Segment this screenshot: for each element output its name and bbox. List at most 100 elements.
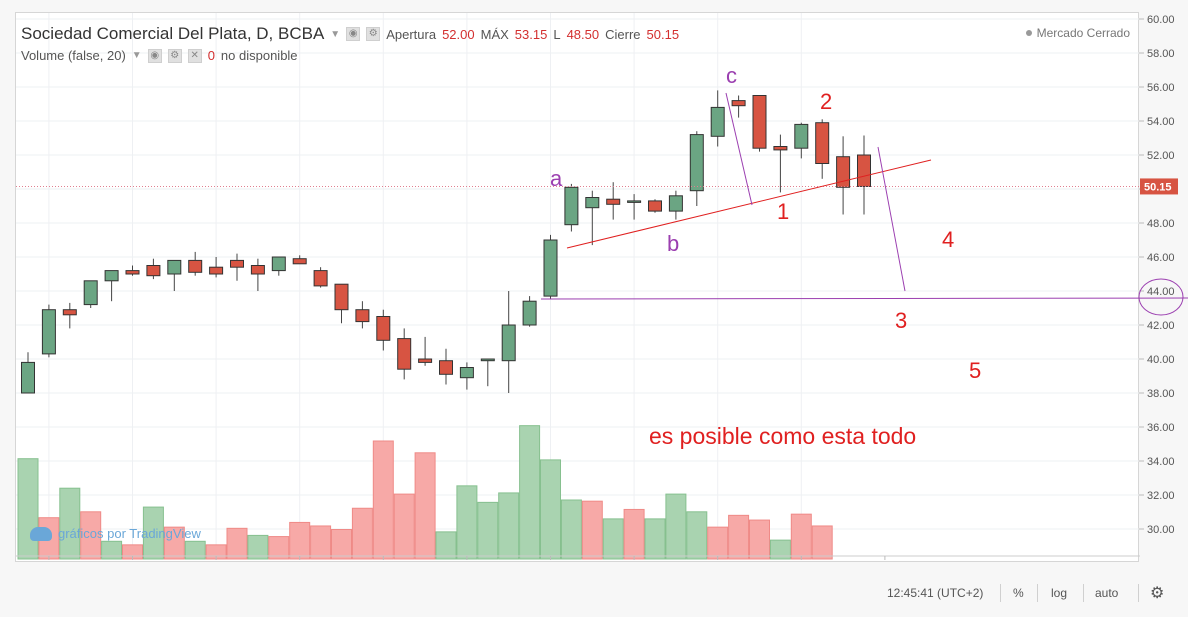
candlestick-chart[interactable]: 60.0058.0056.0054.0052.0050.0048.0046.00… [16, 13, 1188, 563]
eye-icon[interactable]: ◉ [147, 48, 162, 63]
candle-up [564, 186, 579, 226]
candle-up [668, 195, 683, 212]
candle-up [21, 361, 35, 394]
y-tick-label: 58.00 [1147, 48, 1175, 60]
volume-bar-up [540, 459, 561, 560]
candle-up [710, 106, 725, 137]
annotation-label: 1 [777, 199, 789, 224]
y-tick-label: 36.00 [1147, 422, 1175, 434]
candle-up [501, 324, 516, 362]
volume-bar-down [289, 521, 311, 560]
candle-down [376, 316, 391, 341]
volume-bar-up [435, 531, 457, 560]
watermark-text: gráficos por TradingView [58, 526, 201, 541]
ohlc-open-label: Apertura [386, 26, 437, 42]
candle-down [250, 265, 265, 275]
volume-bar-up [142, 506, 164, 560]
volume-bar-down [414, 452, 436, 560]
chevron-down-icon[interactable]: ▼ [131, 50, 142, 61]
candle-down [230, 259, 244, 268]
volume-bar-down [163, 526, 185, 560]
ohlc-high-label: MÁX [480, 26, 509, 42]
volume-bar-down [351, 507, 373, 560]
volume-bar-down [331, 529, 352, 560]
bottom-toolbar: 12:45:41 (UTC+2) % log auto ⚙ [15, 581, 1173, 605]
candle-down [209, 266, 224, 275]
candle-up [83, 280, 98, 306]
volume-bar-down [393, 493, 415, 560]
divider [1083, 584, 1084, 602]
volume-bar-up [644, 518, 666, 560]
y-tick-label: 34.00 [1147, 456, 1175, 468]
annotation-label: 4 [942, 227, 954, 252]
candle-down [836, 156, 851, 188]
annotation-label: 2 [820, 89, 832, 114]
eye-icon[interactable]: ◉ [346, 27, 361, 41]
candle-up [585, 197, 600, 209]
symbol-title[interactable]: Sociedad Comercial Del Plata, D, BCBA [21, 24, 325, 43]
volume-bar-up [665, 493, 687, 560]
y-tick-label: 46.00 [1147, 252, 1175, 264]
highlight-circle [1138, 278, 1184, 316]
y-tick-label: 54.00 [1147, 116, 1175, 128]
y-tick-label: 60.00 [1147, 14, 1175, 26]
auto-scale-button[interactable]: auto [1095, 586, 1119, 600]
volume-bar-up [769, 539, 791, 560]
volume-bar-down [749, 519, 770, 560]
volume-indicator-label[interactable]: Volume (false, 20) [21, 48, 126, 63]
volume-status: no disponible [220, 48, 298, 63]
gear-icon[interactable]: ⚙ [366, 27, 381, 41]
candle-down [752, 95, 767, 149]
candle-up [459, 367, 474, 379]
market-status-text: Mercado Cerrado [1036, 26, 1130, 40]
ohlc-close-label: Cierre [605, 26, 641, 42]
volume-bar-down [268, 536, 290, 560]
close-icon[interactable]: ✕ [187, 48, 202, 63]
volume-bar-down [790, 513, 812, 560]
cloud-logo-icon [30, 526, 52, 541]
chart-legend: Sociedad Comercial Del Plata, D, BCBA ▼ … [21, 24, 679, 44]
y-tick-label: 44.00 [1147, 286, 1175, 298]
candle-down [857, 154, 871, 187]
volume-bar-up [247, 534, 269, 560]
candle-down [355, 309, 370, 323]
candle-up [480, 358, 495, 362]
volume-bar-down [581, 500, 603, 560]
candle-down [731, 100, 746, 107]
ohlc-open-value: 52.00 [442, 26, 475, 42]
candle-down [292, 258, 307, 265]
volume-bar-down [80, 511, 102, 560]
y-tick-label: 56.00 [1147, 82, 1175, 94]
y-tick-label: 32.00 [1147, 490, 1175, 502]
gear-icon[interactable]: ⚙ [1150, 585, 1165, 602]
candle-down [313, 270, 328, 287]
candle-up [41, 309, 56, 355]
log-scale-button[interactable]: log [1051, 586, 1068, 600]
wave-line-2-3 [877, 146, 906, 292]
ohlc-low-value: 48.50 [566, 26, 600, 42]
y-tick-label: 52.00 [1147, 150, 1175, 162]
volume-bar-down [707, 526, 729, 560]
candle-down [815, 122, 830, 164]
candle-down [648, 200, 662, 212]
tradingview-watermark[interactable]: gráficos por TradingView [30, 526, 201, 541]
candle-down [439, 360, 453, 375]
percent-scale-button[interactable]: % [1013, 586, 1024, 600]
volume-bar-up [59, 487, 81, 560]
candle-down [606, 198, 621, 205]
divider [1138, 584, 1139, 602]
candle-up [104, 270, 119, 282]
candle-down [773, 146, 788, 151]
chart-pane[interactable]: 60.0058.0056.0054.0052.0050.0048.0046.00… [15, 12, 1188, 562]
chevron-down-icon[interactable]: ▼ [330, 28, 341, 40]
divider [1037, 584, 1038, 602]
clock-time[interactable]: 12:45:41 (UTC+2) [887, 586, 984, 600]
last-price-badge [1140, 178, 1178, 195]
candle-down [418, 358, 433, 363]
volume-bar-down [310, 525, 332, 560]
ohlc-close-value: 50.15 [646, 26, 680, 42]
volume-value: 0 [207, 48, 215, 63]
candle-up [271, 256, 286, 272]
gear-icon[interactable]: ⚙ [167, 48, 182, 63]
